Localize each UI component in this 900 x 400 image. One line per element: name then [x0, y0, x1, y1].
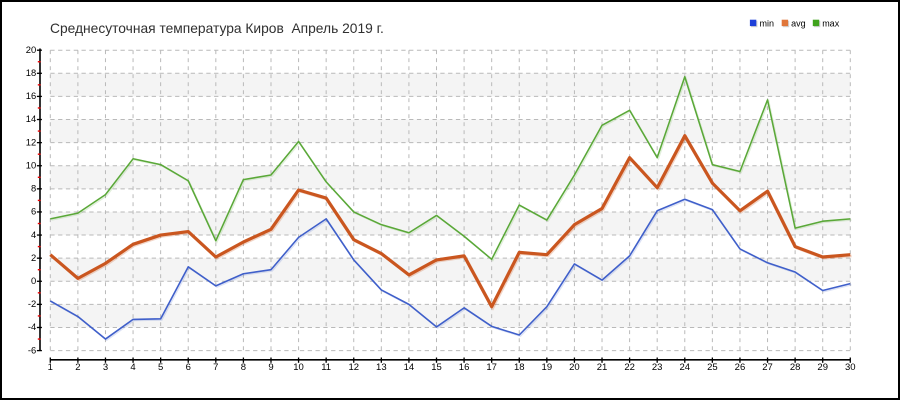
svg-text:Среднесуточная температура Кир: Среднесуточная температура Киров Апрель …	[50, 21, 384, 36]
svg-text:-2: -2	[28, 298, 36, 309]
svg-text:12: 12	[348, 362, 359, 373]
svg-text:21: 21	[597, 362, 608, 373]
svg-text:9: 9	[268, 362, 273, 373]
svg-text:30: 30	[845, 362, 856, 373]
svg-text:29: 29	[817, 362, 828, 373]
svg-text:18: 18	[514, 362, 525, 373]
svg-text:4: 4	[31, 229, 36, 240]
svg-text:1: 1	[48, 362, 53, 373]
svg-text:11: 11	[321, 362, 331, 373]
svg-text:14: 14	[26, 113, 36, 124]
svg-text:4: 4	[130, 362, 135, 373]
svg-text:2: 2	[31, 252, 36, 263]
svg-text:8: 8	[241, 362, 246, 373]
svg-text:15: 15	[431, 362, 442, 373]
svg-text:17: 17	[486, 362, 497, 373]
svg-text:-6: -6	[28, 344, 36, 355]
svg-text:20: 20	[569, 362, 580, 373]
svg-text:20: 20	[26, 44, 36, 55]
svg-text:12: 12	[26, 136, 36, 147]
svg-text:26: 26	[735, 362, 746, 373]
svg-text:27: 27	[762, 362, 773, 373]
svg-text:-4: -4	[28, 321, 36, 332]
svg-text:25: 25	[707, 362, 718, 373]
svg-text:6: 6	[31, 206, 36, 217]
svg-text:10: 10	[293, 362, 304, 373]
svg-text:avg: avg	[791, 19, 806, 29]
svg-text:16: 16	[26, 90, 36, 101]
svg-text:13: 13	[376, 362, 387, 373]
svg-text:max: max	[822, 19, 840, 29]
svg-text:2: 2	[75, 362, 80, 373]
svg-text:6: 6	[186, 362, 191, 373]
svg-text:14: 14	[404, 362, 415, 373]
svg-text:3: 3	[103, 362, 108, 373]
svg-text:8: 8	[31, 183, 36, 194]
svg-text:23: 23	[652, 362, 663, 373]
svg-text:0: 0	[31, 275, 36, 286]
svg-text:19: 19	[542, 362, 553, 373]
svg-text:28: 28	[790, 362, 801, 373]
svg-text:18: 18	[26, 67, 36, 78]
svg-text:7: 7	[213, 362, 218, 373]
svg-text:22: 22	[624, 362, 635, 373]
svg-text:24: 24	[679, 362, 690, 373]
svg-text:10: 10	[26, 159, 36, 170]
svg-text:16: 16	[459, 362, 470, 373]
svg-text:5: 5	[158, 362, 163, 373]
svg-text:min: min	[760, 19, 775, 29]
